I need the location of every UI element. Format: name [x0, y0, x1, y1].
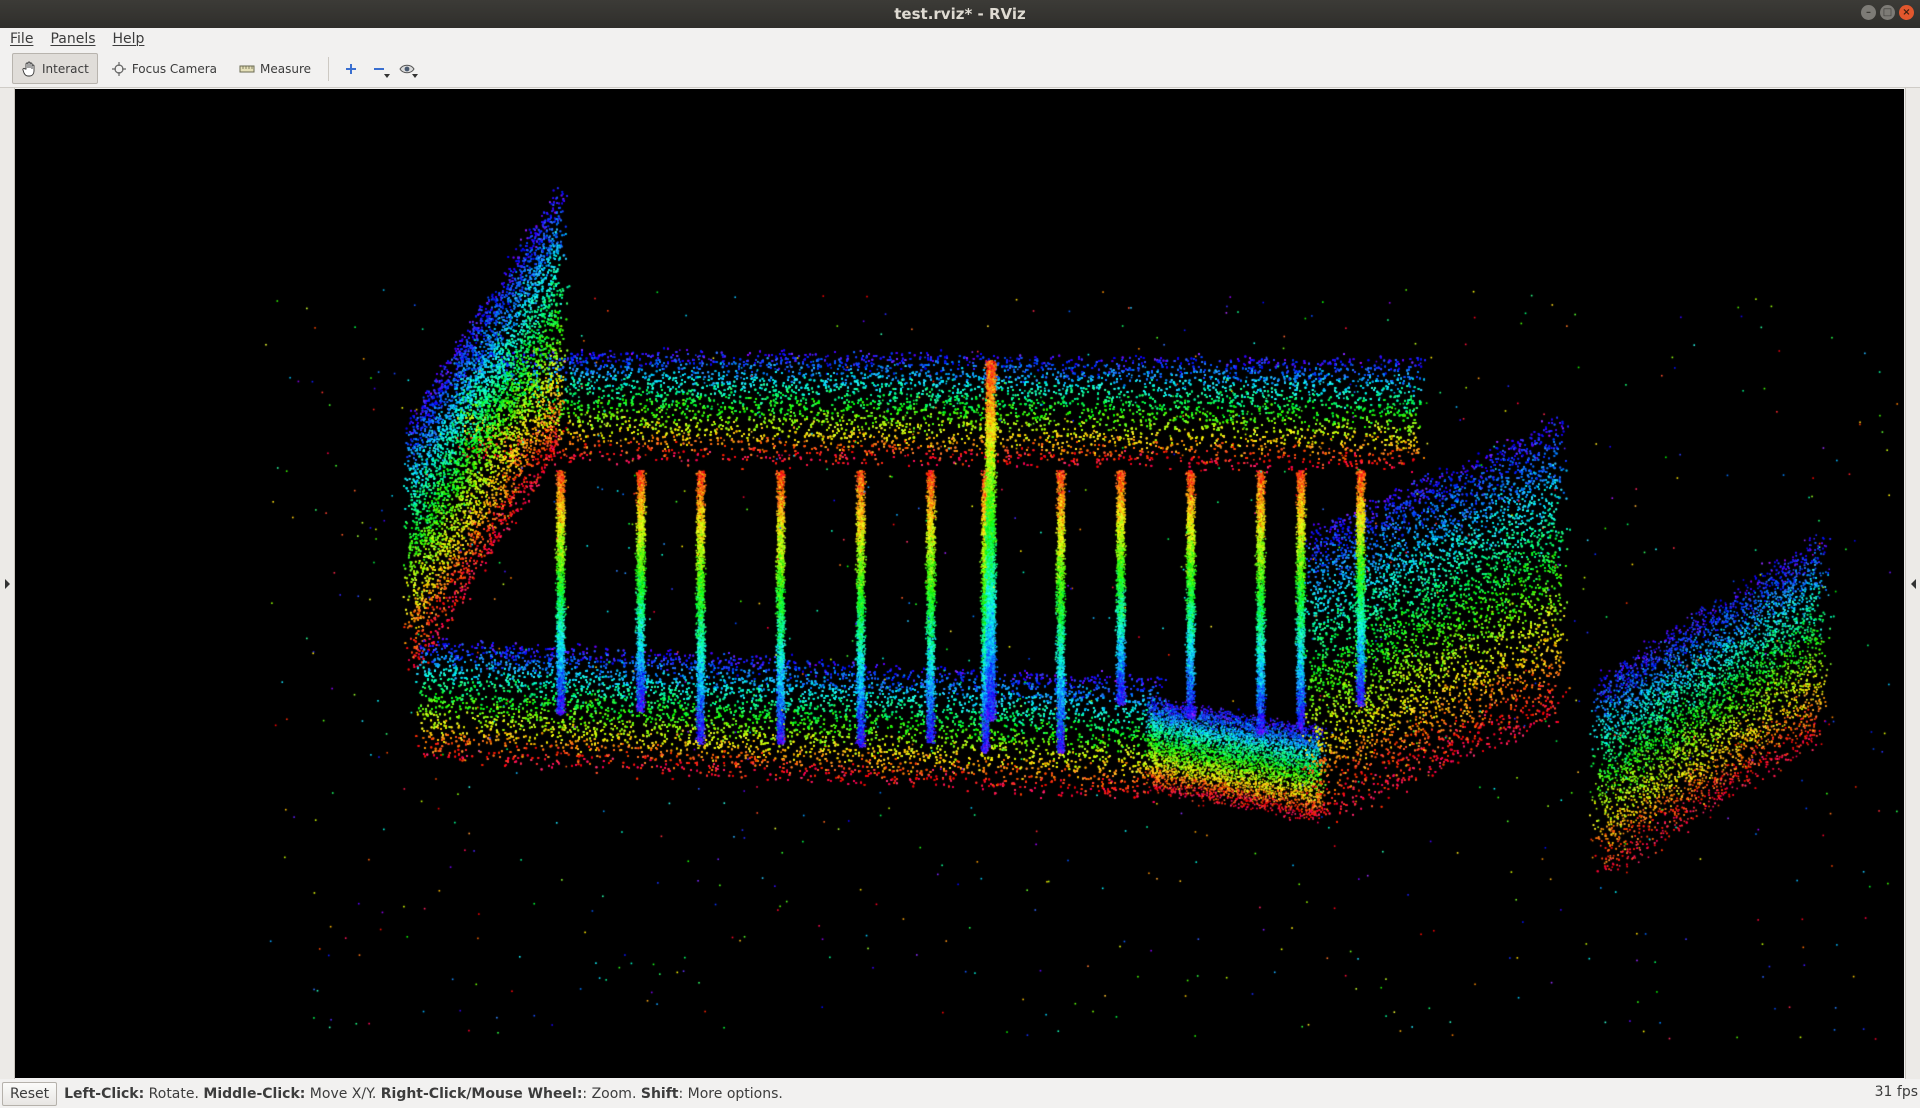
reset-button[interactable]: Reset: [2, 1082, 58, 1106]
tool-label: Interact: [42, 61, 89, 76]
statusbar: Reset Left-Click: Rotate. Middle-Click: …: [0, 1080, 1920, 1108]
help-key: Left-Click:: [64, 1086, 145, 1102]
add-tool-button[interactable]: [337, 55, 365, 83]
help-key: Right-Click/Mouse Wheel:: [380, 1086, 583, 1102]
hand-icon: [22, 61, 35, 76]
menu-file[interactable]: File: [10, 31, 34, 47]
minus-icon: [374, 67, 385, 70]
chevron-left-icon: [1910, 578, 1916, 589]
help-text: Left-Click: Rotate. Middle-Click: Move X…: [64, 1086, 783, 1102]
window-controls: – □ ×: [1861, 5, 1914, 20]
toolbar-separator: [328, 56, 330, 81]
fps-counter: 31 fps: [1874, 1084, 1918, 1100]
view-tool-button[interactable]: [393, 55, 421, 83]
tool-interact[interactable]: Interact: [12, 53, 98, 84]
window-titlebar: test.rviz* - RViz – □ ×: [0, 0, 1920, 28]
help-desc: : Zoom.: [582, 1086, 641, 1102]
chevron-down-icon: [384, 73, 391, 78]
remove-tool-button[interactable]: [365, 55, 393, 83]
left-dock-toggle[interactable]: [0, 88, 15, 1079]
viewport-frame: [0, 88, 1920, 1079]
help-key: Middle-Click:: [203, 1086, 306, 1102]
tool-focus-camera[interactable]: Focus Camera: [102, 53, 226, 84]
chevron-right-icon: [4, 578, 10, 589]
plus-icon: [346, 63, 357, 74]
menu-help[interactable]: Help: [112, 31, 145, 47]
help-key: Shift: [640, 1086, 679, 1102]
help-desc: Rotate.: [144, 1086, 204, 1102]
help-desc: Move X/Y.: [305, 1086, 381, 1102]
eye-icon: [399, 64, 415, 73]
chevron-down-icon: [412, 73, 419, 78]
menubar: File Panels Help: [0, 28, 1920, 50]
ruler-icon: [239, 65, 255, 72]
point-cloud-view[interactable]: [15, 89, 1904, 1078]
menu-panels[interactable]: Panels: [50, 31, 96, 47]
render-panel[interactable]: [15, 89, 1904, 1078]
close-icon[interactable]: ×: [1899, 5, 1914, 20]
tool-label: Focus Camera: [131, 61, 218, 76]
help-desc: : More options.: [678, 1086, 783, 1102]
tool-label: Measure: [260, 61, 312, 76]
maximize-icon[interactable]: □: [1880, 5, 1895, 20]
right-dock-toggle[interactable]: [1905, 88, 1920, 1079]
toolbar: Interact Focus Camera Measure: [0, 50, 1920, 88]
crosshair-icon: [111, 61, 126, 76]
tool-measure[interactable]: Measure: [230, 53, 320, 84]
window-title: test.rviz* - RViz: [894, 5, 1026, 23]
minimize-icon[interactable]: –: [1861, 5, 1876, 20]
